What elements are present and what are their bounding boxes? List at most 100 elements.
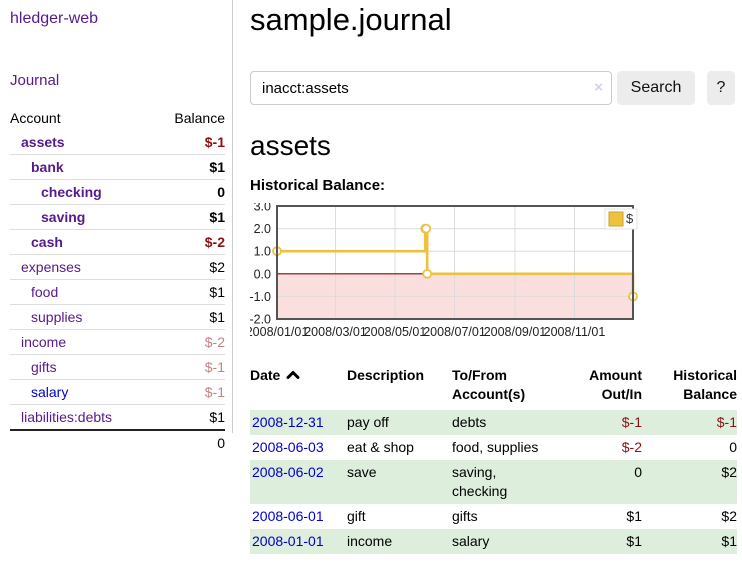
balance-column-header: Balance (174, 110, 225, 126)
chart-y-axis-label: 0.0 (254, 267, 271, 281)
account-row: supplies $1 (10, 304, 225, 329)
account-balance: $1 (209, 209, 225, 225)
account-balance: $-1 (204, 359, 225, 375)
sidebar-account-link-bank[interactable]: bank (31, 159, 64, 175)
brand-link[interactable]: hledger-web (10, 10, 99, 27)
chart-x-axis-label: 2008/07/01 (423, 325, 486, 339)
register-accounts: food, supplies (452, 439, 539, 455)
register-amount: 0 (634, 464, 642, 480)
account-balance: $1 (209, 309, 225, 325)
register-balance: $1 (721, 533, 737, 549)
main-content: sample.journal × Search ? assets Histori… (246, 0, 742, 554)
register-accounts: saving, checking (452, 464, 508, 499)
sidebar-account-link-gifts[interactable]: gifts (31, 359, 57, 375)
chart-x-axis-label: 2008/11/01 (544, 325, 606, 339)
accounts-total-row: 0 (10, 429, 225, 455)
register-date-link[interactable]: 2008-06-03 (252, 439, 324, 455)
account-balance: $2 (209, 259, 225, 275)
register-amount: $1 (626, 533, 642, 549)
sidebar-account-link-salary[interactable]: salary (31, 384, 69, 400)
account-row: salary $-1 (10, 379, 225, 404)
svg-text:$: $ (626, 211, 634, 226)
account-row: assets $-1 (10, 130, 225, 154)
register-header-accounts: To/From Account(s) (452, 367, 526, 402)
accounts-table: Account Balance assets $-1 bank $1 checking 0… (10, 106, 225, 455)
search-bar: × Search ? (250, 71, 742, 105)
account-row: bank $1 (10, 154, 225, 179)
account-balance: $-2 (204, 234, 225, 250)
accounts-rows: assets $-1 bank $1 checking 0 saving $1 cash $-2 e… (10, 130, 225, 429)
account-row: saving $1 (10, 204, 225, 229)
sidebar-account-link-checking[interactable]: checking (41, 184, 102, 200)
register-date-link[interactable]: 2008-06-02 (252, 464, 324, 480)
account-row: income $-2 (10, 329, 225, 354)
account-column-header: Account (10, 110, 61, 126)
register-balance: 0 (729, 439, 737, 455)
account-balance: $1 (209, 159, 225, 175)
register-date-link[interactable]: 2008-06-01 (252, 508, 324, 524)
register-header-date[interactable]: Date (250, 366, 347, 410)
account-row: gifts $-1 (10, 354, 225, 379)
register-balance: $2 (721, 508, 737, 524)
chart-title: Historical Balance: (250, 177, 386, 194)
register-date-link[interactable]: 2008-01-01 (252, 533, 324, 549)
sidebar-account-link-income[interactable]: income (21, 334, 67, 350)
sidebar-account-link-liabilities-debts[interactable]: liabilities:debts (21, 409, 113, 425)
register-header-amount: Amount Out/In (589, 367, 642, 402)
historical-balance-chart[interactable]: $3.0 2.0 1.0 0.0 -1.0 -2.0 2008/01/01 2008/03/0… (246, 200, 670, 345)
register-header-row: Date Description To/From Account(s) Amou… (250, 366, 737, 410)
account-row: food $1 (10, 279, 225, 304)
sidebar-account-link-expenses[interactable]: expenses (21, 259, 81, 275)
chart-legend: $ (604, 208, 638, 230)
register-description: pay off (347, 414, 389, 430)
chart-x-axis-label: 2008/01/01 (250, 325, 308, 339)
register-header-balance: Historical Balance (673, 367, 737, 402)
accounts-table-header: Account Balance (10, 106, 225, 130)
account-balance: $-1 (204, 134, 225, 150)
chart-y-axis-label: 2.0 (254, 222, 271, 236)
register-row: 2008-01-01 income salary $1 $1 (250, 529, 737, 554)
account-balance: 0 (217, 184, 225, 200)
register-date-link[interactable]: 2008-12-31 (252, 414, 324, 430)
account-row: checking 0 (10, 179, 225, 204)
chart-y-axis-label: -1.0 (250, 290, 271, 304)
register-amount: $1 (626, 508, 642, 524)
register-description: gift (347, 508, 366, 524)
register-balance: $-1 (716, 414, 737, 430)
register-description: eat & shop (347, 439, 414, 455)
account-heading: assets (250, 130, 331, 161)
chart-y-axis-label: 1.0 (254, 245, 271, 259)
register-row: 2008-12-31 pay off debts $-1 $-1 (250, 410, 737, 435)
register-accounts: debts (452, 414, 487, 430)
chart-x-axis-label: 2008/03/01 (304, 325, 367, 339)
register-table: Date Description To/From Account(s) Amou… (250, 366, 737, 554)
register-description: income (347, 533, 393, 549)
sidebar-account-link-saving[interactable]: saving (41, 209, 86, 225)
search-input[interactable] (250, 71, 612, 105)
register-amount: $-2 (621, 439, 642, 455)
page-title: sample.journal (250, 2, 452, 37)
sidebar-account-link-food[interactable]: food (31, 284, 59, 300)
sidebar-account-link-assets[interactable]: assets (21, 134, 65, 150)
register-row: 2008-06-03 eat & shop food, supplies $-2 0 (250, 435, 737, 460)
sort-asc-icon (286, 371, 300, 379)
register-accounts: salary (452, 533, 490, 549)
account-balance: $1 (209, 284, 225, 300)
clear-search-icon[interactable]: × (594, 79, 603, 96)
search-button[interactable]: Search (617, 71, 695, 105)
register-balance: $2 (721, 464, 737, 480)
help-button[interactable]: ? (707, 71, 735, 105)
chart-y-axis-label: 3.0 (254, 203, 271, 214)
register-accounts: gifts (452, 508, 478, 524)
sidebar-account-link-cash[interactable]: cash (31, 234, 63, 250)
accounts-total-value: 0 (217, 435, 225, 451)
account-row: expenses $2 (10, 254, 225, 279)
register-description: save (347, 464, 377, 480)
sidebar-item-journal[interactable]: Journal (10, 72, 60, 89)
register-amount: $-1 (621, 414, 642, 430)
account-row: cash $-2 (10, 229, 225, 254)
chart-y-axis-label: -2.0 (250, 313, 271, 327)
sidebar-account-link-supplies[interactable]: supplies (31, 309, 83, 325)
account-balance: $-2 (204, 334, 225, 350)
